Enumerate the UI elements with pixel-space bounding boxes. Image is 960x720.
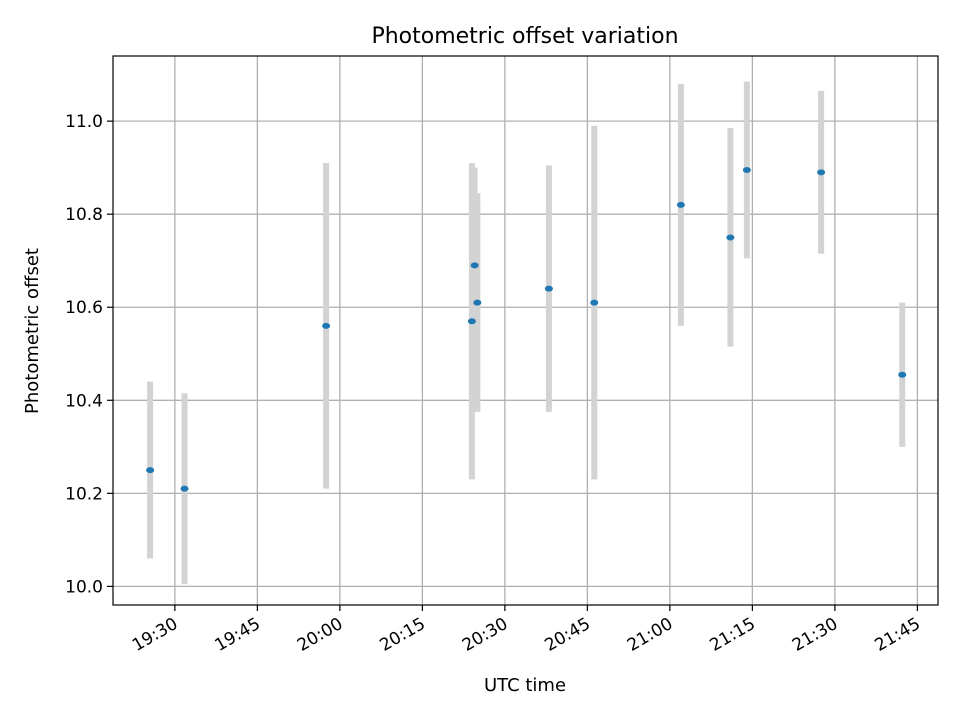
data-point xyxy=(898,371,907,378)
data-point xyxy=(322,322,331,329)
y-tick-label: 10.2 xyxy=(65,484,103,504)
y-tick-label: 11.0 xyxy=(65,112,103,132)
data-point xyxy=(473,299,482,306)
y-tick-label: 10.6 xyxy=(65,298,103,318)
data-point xyxy=(742,166,751,173)
y-tick-label: 10.8 xyxy=(65,205,103,225)
data-point xyxy=(146,467,155,474)
data-point xyxy=(676,201,685,208)
data-point xyxy=(817,169,826,176)
chart-title: Photometric offset variation xyxy=(371,24,678,49)
data-point xyxy=(590,299,599,306)
y-tick-label: 10.0 xyxy=(65,577,103,597)
plot-frame xyxy=(112,55,939,606)
grid-lines xyxy=(113,56,938,605)
y-axis-label: Photometric offset xyxy=(22,248,43,414)
data-point xyxy=(470,262,479,269)
data-point xyxy=(544,285,553,292)
y-tick-label: 10.4 xyxy=(65,391,103,411)
data-point xyxy=(180,485,189,492)
x-axis-label: UTC time xyxy=(484,675,566,696)
data-points xyxy=(146,166,907,492)
y-axis-ticks: 10.0 10.2 10.4 10.6 10.8 11.0 xyxy=(65,112,113,597)
data-point xyxy=(467,318,476,325)
data-point xyxy=(726,234,735,241)
